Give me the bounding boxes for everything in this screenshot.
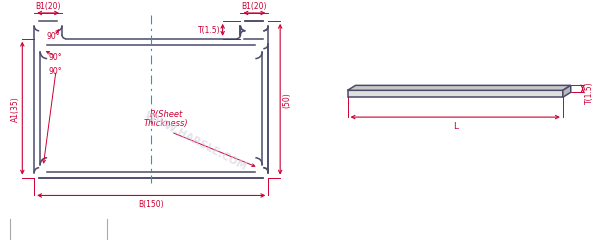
Polygon shape <box>347 86 571 91</box>
Text: (50): (50) <box>282 92 291 108</box>
Text: 90°: 90° <box>48 67 62 76</box>
Polygon shape <box>347 91 563 98</box>
Text: Thickness): Thickness) <box>144 118 188 128</box>
Text: 90°: 90° <box>46 32 60 41</box>
Text: WWW.HARSLE.COM: WWW.HARSLE.COM <box>143 109 249 172</box>
Polygon shape <box>563 86 571 98</box>
Text: 90°: 90° <box>48 53 62 62</box>
Text: R(Sheet: R(Sheet <box>149 110 183 118</box>
Text: B1(20): B1(20) <box>35 2 61 11</box>
Text: B1(20): B1(20) <box>242 2 267 11</box>
Text: T(1.5): T(1.5) <box>584 81 593 103</box>
Text: L: L <box>453 122 458 130</box>
Text: T(1.5): T(1.5) <box>198 26 221 35</box>
Text: B(150): B(150) <box>139 200 164 208</box>
Text: A1(35): A1(35) <box>11 96 20 122</box>
